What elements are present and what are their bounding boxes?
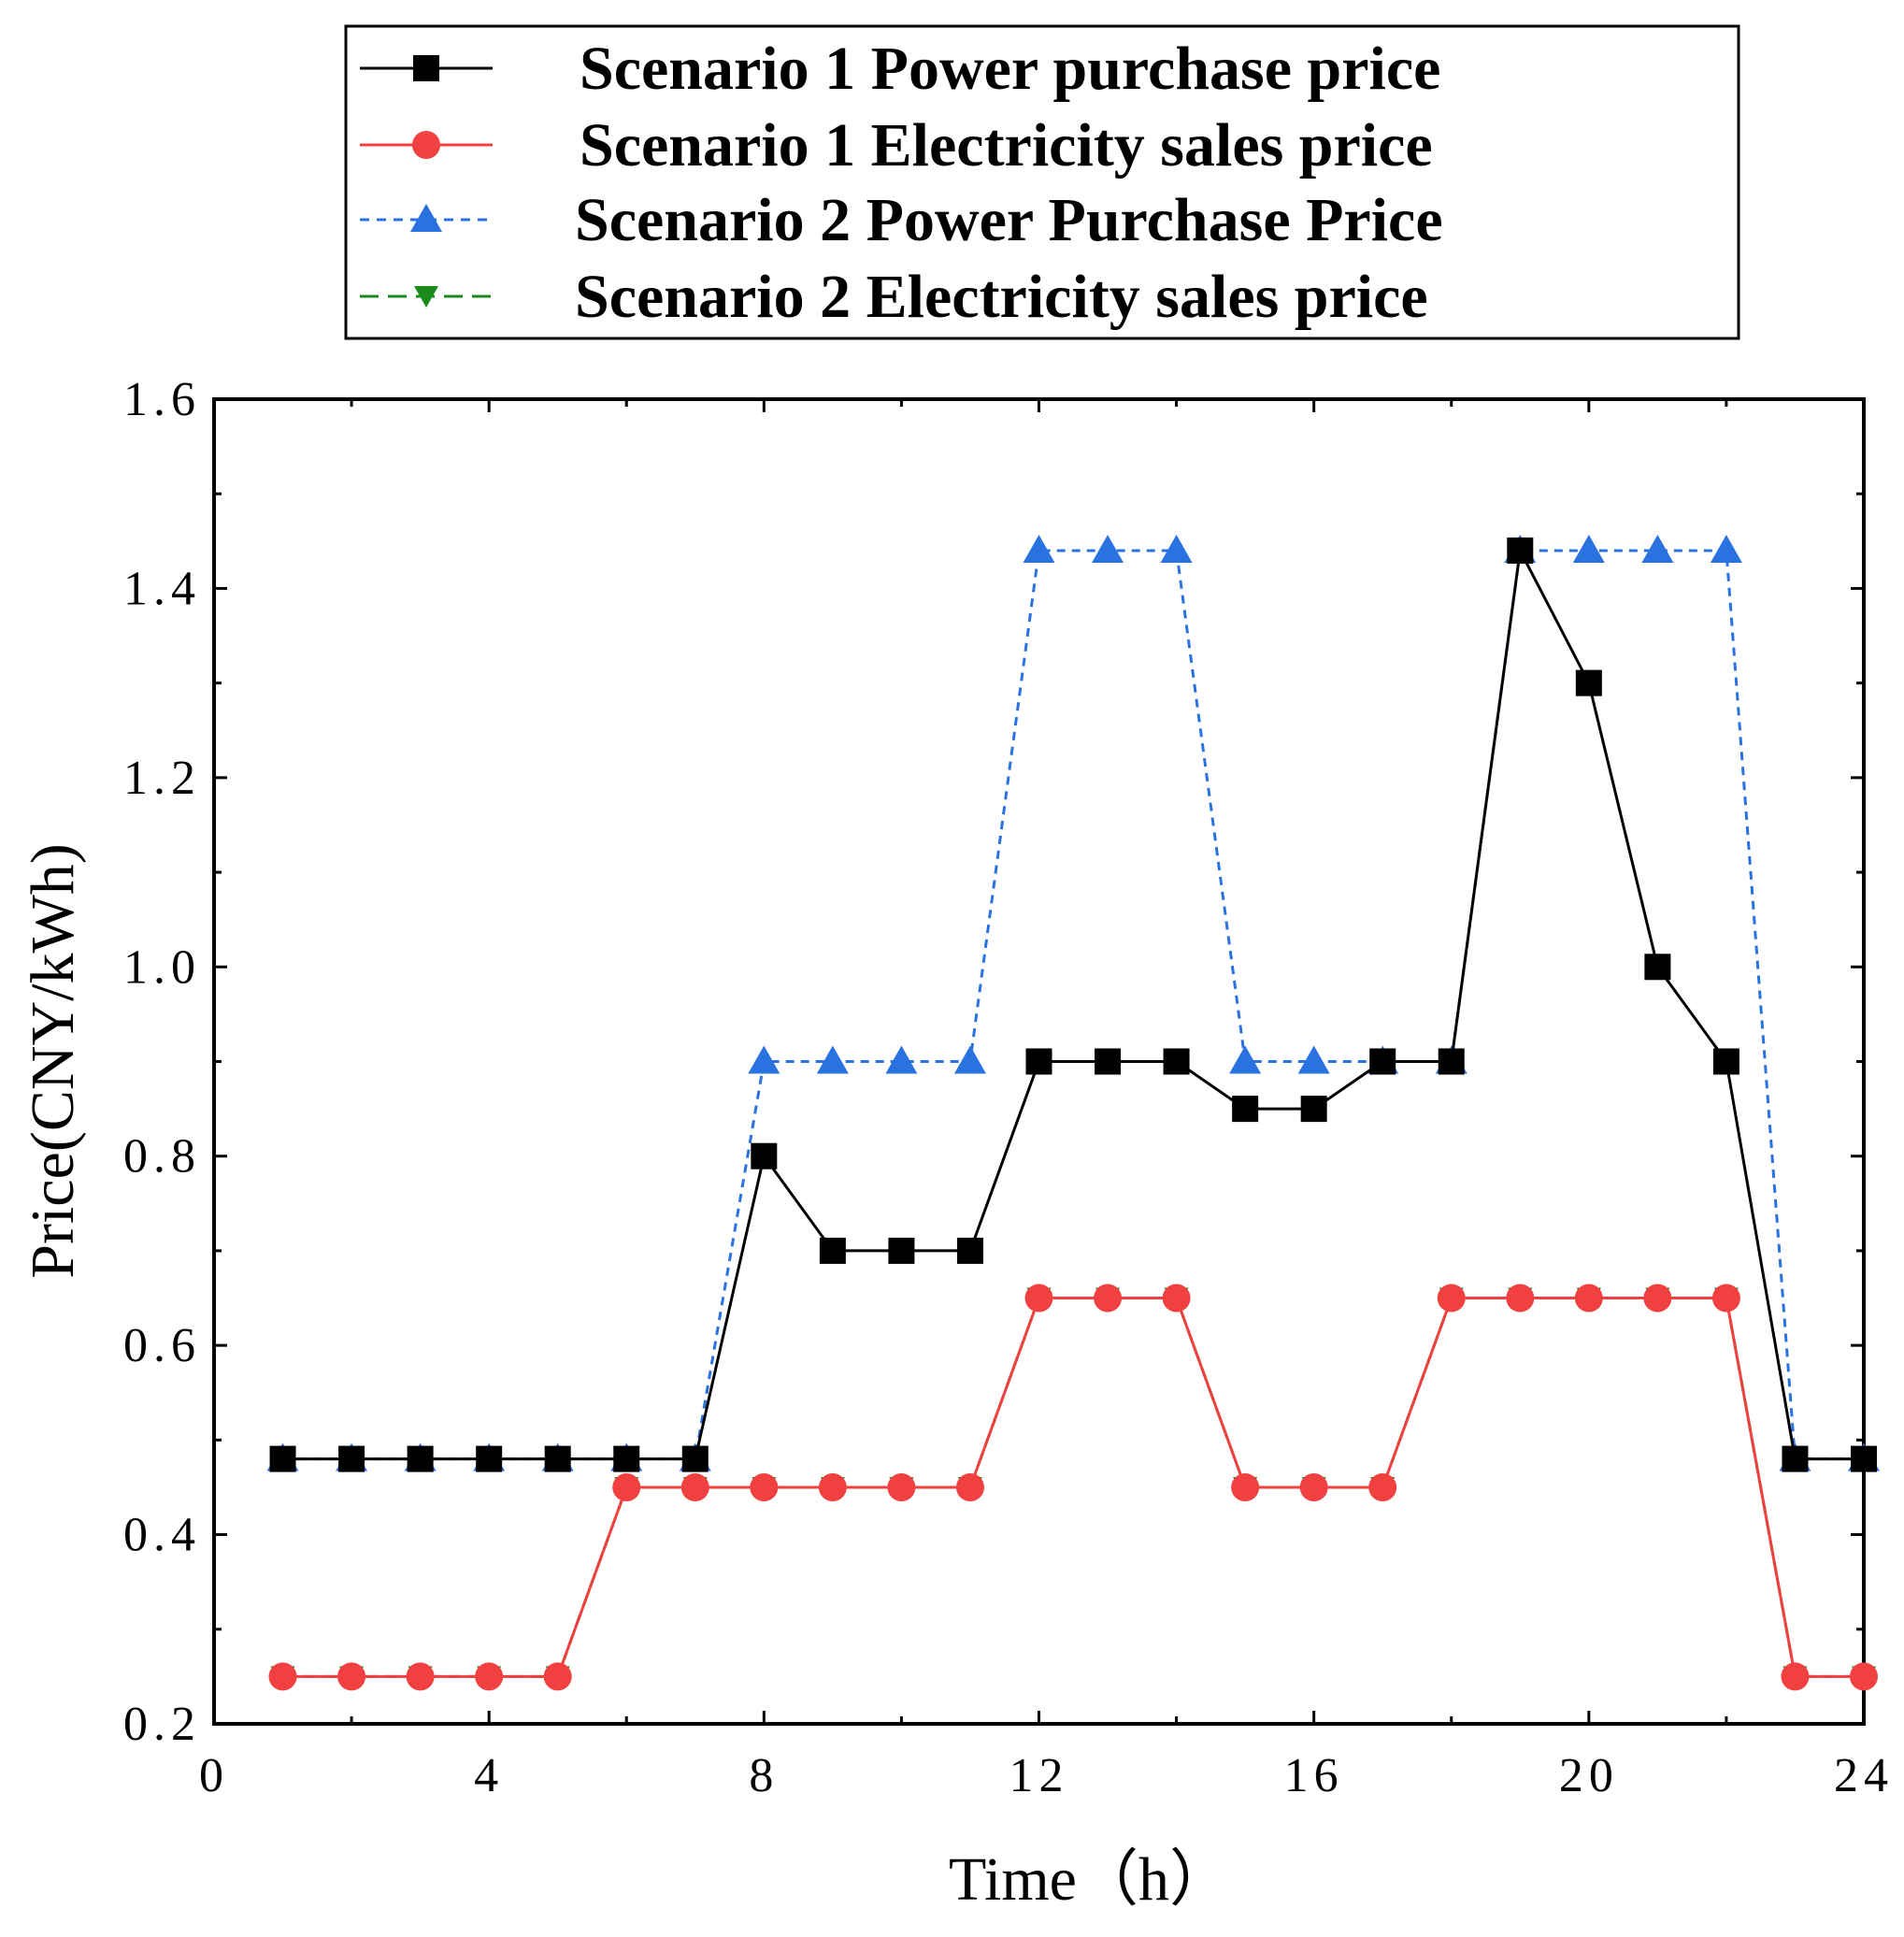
data-point	[338, 1445, 365, 1472]
data-point	[1850, 1662, 1878, 1691]
data-point	[406, 1662, 435, 1691]
data-point	[1229, 1045, 1262, 1074]
data-point	[1025, 1048, 1052, 1075]
data-point	[1712, 1048, 1739, 1075]
data-point	[1644, 954, 1671, 981]
legend-marker	[410, 204, 442, 232]
data-point	[1368, 1472, 1397, 1501]
data-point	[1641, 534, 1674, 563]
data-point	[1782, 1445, 1809, 1472]
series-line	[282, 1297, 1864, 1678]
data-point	[1231, 1472, 1260, 1501]
data-point	[885, 1045, 918, 1074]
data-point	[1160, 534, 1193, 563]
y-tick-label: 0.4	[123, 1509, 201, 1562]
legend-label: Scenario 1 Power purchase price	[580, 35, 1440, 103]
data-point	[269, 1445, 296, 1472]
y-tick-label: 1.6	[123, 373, 201, 426]
legend-marker	[414, 286, 438, 308]
data-point	[1851, 1445, 1877, 1472]
x-axis-title: Time（h）	[949, 1845, 1231, 1914]
series-3	[266, 534, 1880, 1471]
data-point	[956, 1237, 983, 1264]
data-point	[953, 1045, 986, 1074]
data-point	[543, 1662, 572, 1691]
data-point	[888, 1237, 915, 1264]
legend-box	[344, 24, 1740, 340]
data-point	[1710, 534, 1742, 563]
data-point	[1232, 1096, 1259, 1123]
data-point	[680, 1472, 709, 1501]
y-tick-label: 1.2	[123, 752, 201, 805]
series-line	[282, 546, 1864, 1461]
y-tick-label: 1.0	[123, 940, 201, 994]
data-point	[1092, 534, 1124, 563]
x-tick-label: 12	[1009, 1749, 1069, 1802]
series-line	[282, 1297, 1864, 1678]
data-point	[816, 1045, 849, 1074]
data-point	[750, 1472, 779, 1501]
data-point	[1506, 1284, 1535, 1313]
data-point	[613, 1445, 640, 1472]
data-point	[337, 1662, 366, 1691]
y-axis-title: Price(CNY/kWh)	[19, 843, 87, 1279]
data-point	[1507, 537, 1534, 564]
x-tick-label: 16	[1284, 1749, 1344, 1802]
x-tick-label: 20	[1559, 1749, 1619, 1802]
data-point	[955, 1472, 984, 1501]
series-1	[269, 537, 1877, 1472]
legend-marker	[413, 55, 439, 81]
data-point	[887, 1472, 916, 1501]
data-point	[1711, 1284, 1740, 1313]
data-point	[818, 1472, 847, 1501]
data-point	[1574, 1284, 1603, 1313]
data-point	[268, 1662, 297, 1691]
data-point	[407, 1445, 434, 1472]
x-tick-label: 4	[474, 1749, 504, 1802]
data-point	[681, 1445, 709, 1472]
legend-label: Scenario 2 Electricity sales price	[575, 263, 1428, 331]
data-point	[751, 1142, 778, 1169]
y-tick-label: 1.4	[123, 562, 201, 615]
legend-label: Scenario 2 Power Purchase Price	[575, 186, 1443, 254]
data-point	[1023, 534, 1055, 563]
y-tick-label: 0.2	[123, 1698, 201, 1751]
data-point	[1438, 1048, 1465, 1075]
legend-marker	[412, 131, 440, 159]
x-tick-label: 8	[749, 1749, 779, 1802]
y-tick-label: 0.8	[123, 1130, 201, 1184]
data-point	[1643, 1284, 1672, 1313]
data-point	[1297, 1045, 1330, 1074]
data-point	[544, 1445, 571, 1472]
data-point	[1162, 1284, 1191, 1313]
legend: Scenario 1 Power purchase price Scenario …	[344, 24, 1740, 340]
data-point	[1781, 1662, 1810, 1691]
data-point	[748, 1045, 780, 1074]
data-point	[612, 1472, 641, 1501]
data-point	[476, 1445, 503, 1472]
data-point	[1300, 1096, 1327, 1123]
y-tick-label: 0.6	[123, 1319, 201, 1372]
data-point	[1095, 1048, 1122, 1075]
data-point	[1163, 1048, 1190, 1075]
data-point	[1094, 1284, 1123, 1313]
series-4	[270, 1287, 1876, 1688]
data-point	[1572, 534, 1605, 563]
series-2	[268, 1284, 1878, 1691]
data-point	[1575, 669, 1602, 696]
data-point	[1024, 1284, 1053, 1313]
data-point	[475, 1662, 504, 1691]
series-line	[282, 549, 1864, 1461]
data-point	[819, 1237, 846, 1264]
data-point	[1369, 1048, 1396, 1075]
x-tick-label: 24	[1834, 1749, 1894, 1802]
x-tick-label: 0	[199, 1749, 229, 1802]
data-point	[1299, 1472, 1328, 1501]
legend-label: Scenario 1 Electricity sales price	[580, 111, 1433, 179]
data-point	[1437, 1284, 1466, 1313]
